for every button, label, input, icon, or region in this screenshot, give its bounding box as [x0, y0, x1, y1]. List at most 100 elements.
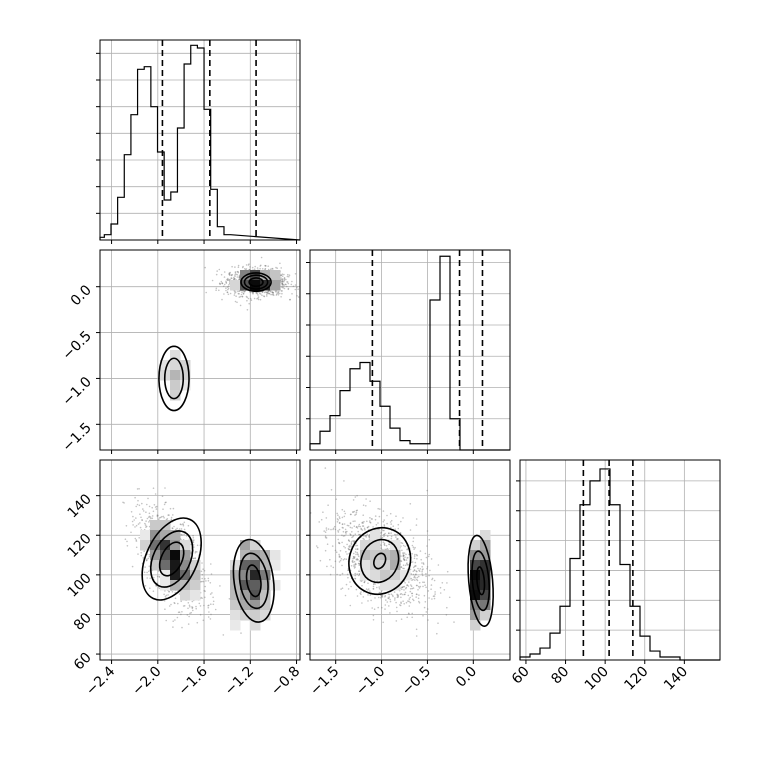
scatter-point	[178, 611, 181, 613]
scatter-point	[285, 278, 287, 281]
scatter-point	[272, 294, 275, 297]
scatter-point	[130, 531, 132, 534]
scatter-point	[148, 516, 150, 519]
scatter-point	[283, 284, 285, 287]
density-cell	[260, 570, 271, 581]
scatter-point	[382, 541, 385, 543]
scatter-point	[337, 538, 340, 541]
scatter-point	[164, 595, 167, 598]
scatter-point	[271, 293, 274, 296]
scatter-point	[214, 608, 217, 611]
scatter-point	[267, 290, 270, 293]
scatter-point	[358, 570, 361, 573]
scatter-point	[390, 537, 393, 540]
scatter-point	[358, 533, 360, 536]
scatter-point	[200, 580, 202, 583]
scatter-point	[272, 291, 274, 294]
density-cell	[240, 560, 251, 571]
scatter-point	[277, 290, 280, 293]
scatter-point	[141, 519, 143, 521]
scatter-point	[235, 273, 237, 276]
scatter-point	[238, 278, 241, 281]
scatter-point	[417, 575, 420, 578]
x-tick-label: 60	[509, 664, 533, 688]
histogram-bin	[124, 155, 131, 240]
scatter-point	[415, 596, 418, 598]
y-tick-label: 60	[71, 650, 95, 674]
scatter-point	[238, 293, 240, 295]
panel-frame	[309, 249, 511, 451]
scatter-point	[406, 616, 409, 619]
scatter-point	[207, 616, 210, 618]
scatter-point	[378, 586, 381, 588]
scatter-point	[415, 570, 417, 572]
scatter-point	[370, 599, 372, 602]
scatter-point	[404, 591, 407, 594]
scatter-point	[135, 517, 137, 519]
scatter-point	[286, 285, 288, 288]
scatter-point	[337, 531, 340, 533]
density-cell	[230, 610, 241, 621]
scatter-point	[394, 597, 396, 599]
scatter-point	[234, 272, 237, 274]
scatter-point	[149, 587, 151, 589]
scatter-point	[241, 295, 244, 298]
scatter-point	[215, 289, 217, 292]
density-cell	[250, 600, 261, 611]
scatter-point	[352, 534, 355, 537]
scatter-point	[422, 615, 424, 617]
scatter-point	[239, 295, 242, 298]
scatter-point	[140, 554, 143, 557]
scatter-point	[204, 585, 206, 588]
scatter-point	[124, 538, 127, 540]
histogram-bin	[560, 606, 570, 660]
density-cell	[150, 540, 161, 551]
scatter-point	[356, 551, 359, 554]
scatter-point	[428, 553, 431, 556]
scatter-point	[341, 523, 344, 526]
scatter-point	[223, 283, 226, 286]
density-cell	[250, 540, 261, 551]
histogram-bin	[530, 654, 540, 660]
scatter-point	[421, 566, 424, 568]
scatter-point	[424, 552, 427, 555]
scatter-point	[352, 556, 355, 558]
scatter-point	[233, 276, 235, 279]
density-cell	[270, 550, 281, 561]
scatter-point	[266, 292, 269, 295]
histogram-bin	[131, 115, 138, 240]
histogram-bin	[450, 419, 460, 450]
scatter-point	[137, 523, 140, 525]
scatter-point	[400, 602, 402, 605]
scatter-point	[373, 582, 375, 585]
scatter-point	[169, 507, 172, 510]
scatter-point	[332, 528, 334, 531]
scatter-point	[354, 556, 356, 558]
scatter-point	[365, 588, 368, 590]
scatter-point	[426, 566, 429, 568]
density-cell	[370, 560, 381, 571]
scatter-point	[191, 607, 194, 610]
scatter-point	[198, 602, 201, 605]
scatter-point	[345, 533, 347, 535]
scatter-point	[434, 591, 436, 593]
scatter-point	[409, 601, 412, 604]
scatter-point	[225, 280, 227, 283]
scatter-point	[344, 594, 347, 597]
scatter-point	[400, 601, 402, 603]
scatter-point	[412, 570, 415, 573]
scatter-point	[254, 265, 256, 268]
scatter-point	[395, 606, 398, 609]
scatter-point	[146, 559, 148, 562]
scatter-point	[256, 298, 258, 300]
scatter-point	[437, 622, 439, 624]
scatter-point	[306, 547, 308, 549]
scatter-point	[181, 611, 183, 613]
y-tick-label: 120	[65, 531, 95, 561]
scatter-point	[126, 540, 128, 543]
scatter-point	[355, 526, 358, 528]
scatter-point	[412, 587, 415, 589]
scatter-point	[236, 270, 239, 273]
scatter-point	[413, 569, 416, 571]
scatter-point	[416, 579, 419, 582]
